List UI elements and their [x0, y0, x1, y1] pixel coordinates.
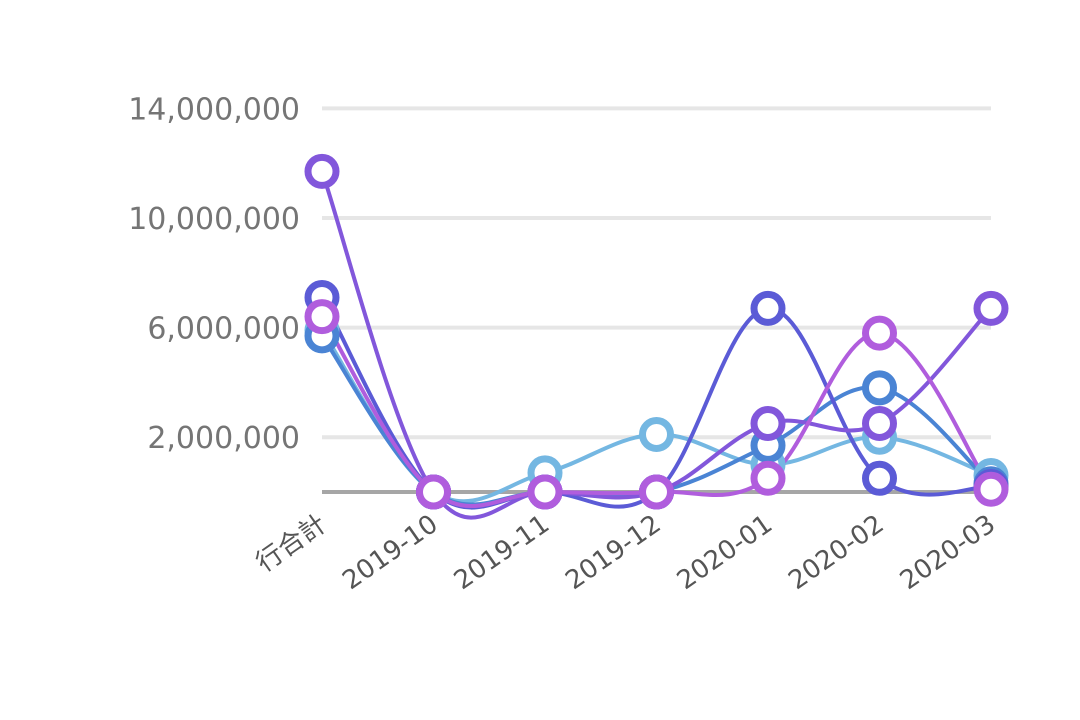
y-axis-tick-labels: 2,000,000 6,000,000 10,000,000 14,000,000	[128, 92, 300, 456]
series-points	[304, 153, 1009, 510]
data-point-series-5[interactable]	[973, 471, 1009, 507]
x-tick-label: 2020-01	[672, 509, 778, 596]
data-point-series-1[interactable]	[639, 416, 674, 452]
data-point-series-3[interactable]	[750, 290, 786, 326]
data-point-series-4[interactable]	[304, 153, 340, 189]
data-point-series-4[interactable]	[750, 406, 786, 441]
y-tick-label: 10,000,000	[128, 202, 300, 237]
x-axis-tick-labels: 行合計 2019-10 2019-11 2019-12 2020-01 2020-02 20…	[251, 509, 1001, 596]
y-tick-label: 14,000,000	[128, 92, 300, 127]
x-tick-label: 行合計	[251, 509, 332, 578]
data-point-series-5[interactable]	[639, 474, 674, 510]
data-point-series-5[interactable]	[750, 460, 786, 496]
x-tick-label: 2020-03	[895, 509, 1001, 596]
x-tick-label: 2019-12	[560, 509, 666, 596]
x-tick-label: 2019-10	[337, 509, 443, 596]
x-tick-label: 2019-11	[449, 509, 555, 596]
data-point-series-5[interactable]	[862, 315, 897, 351]
data-point-series-4[interactable]	[862, 406, 897, 441]
data-point-series-5[interactable]	[416, 474, 451, 510]
data-point-series-5[interactable]	[527, 474, 563, 510]
x-tick-label: 2020-02	[783, 509, 889, 596]
y-tick-label: 6,000,000	[147, 312, 300, 347]
data-point-series-3[interactable]	[862, 460, 897, 496]
y-tick-label: 2,000,000	[147, 421, 300, 456]
data-point-series-2[interactable]	[862, 370, 897, 406]
data-point-series-4[interactable]	[973, 290, 1009, 326]
data-point-series-5[interactable]	[304, 299, 340, 335]
